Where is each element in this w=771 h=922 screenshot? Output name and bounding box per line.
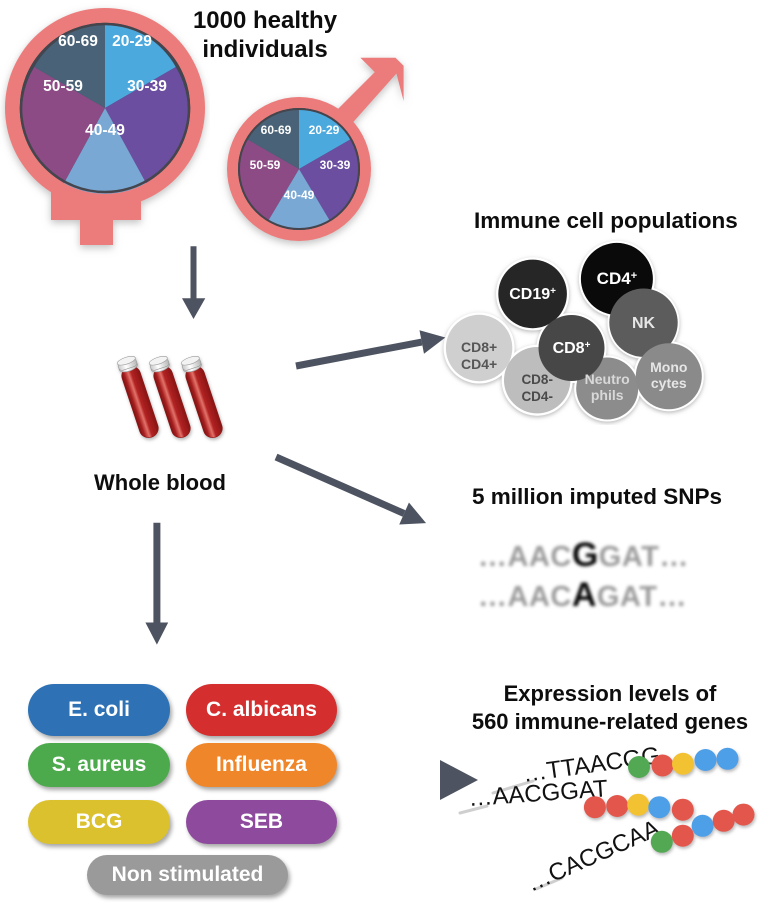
svg-text:…CACGCAA: …CACGCAA xyxy=(522,815,663,898)
